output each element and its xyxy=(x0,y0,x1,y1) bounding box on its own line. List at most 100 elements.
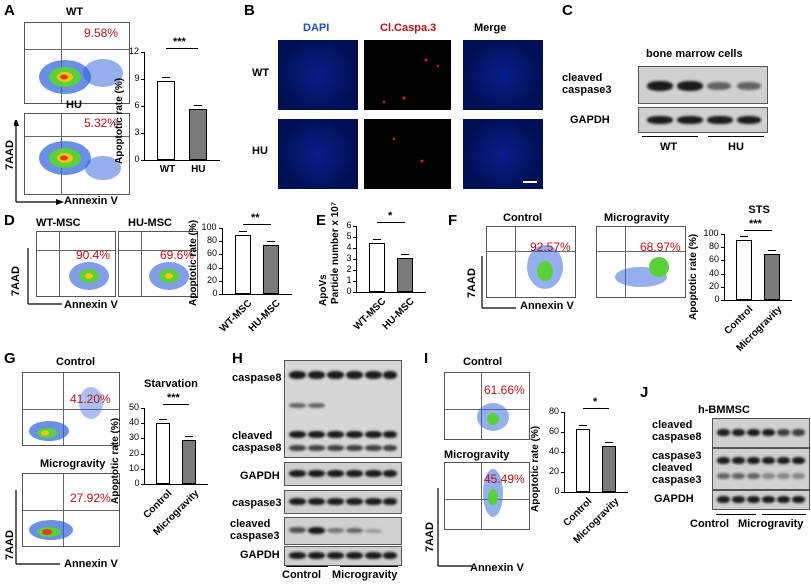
e-ytick-mark xyxy=(353,259,356,260)
panel-i-microgravity-percent: 45.49% xyxy=(484,472,525,486)
d-ytick-label: 20 xyxy=(207,274,218,285)
f-ytick-label: 20 xyxy=(709,280,720,291)
f-ytick-label: 0 xyxy=(714,294,720,304)
d-ytick-label: 0 xyxy=(212,288,218,298)
panel-a-hu-label: HU xyxy=(66,99,82,111)
panel-h-blot-gapdh-2 xyxy=(284,546,402,566)
g-ytick-mark xyxy=(141,484,144,485)
panel-i-title-control: Control xyxy=(463,356,503,368)
e-significance-line xyxy=(376,222,406,223)
d-error-bar-0 xyxy=(238,231,247,236)
a-significance-line xyxy=(166,48,198,49)
i-ytick-label: 0 xyxy=(554,486,560,496)
panel-b-hu-caspase-image xyxy=(364,119,451,189)
f-y-axis-line xyxy=(724,234,725,300)
panel-b-col-dapi: DAPI xyxy=(303,22,330,34)
panel-c-group-wt: WT xyxy=(660,141,678,153)
panel-j-blot-caspase3 xyxy=(712,448,810,490)
f-error-bar-0 xyxy=(740,235,748,241)
e-ytick-mark xyxy=(353,292,356,293)
panel-j-blot-gapdh xyxy=(712,490,810,510)
i-ytick-mark xyxy=(561,452,564,453)
a-ytick-mark xyxy=(141,52,144,53)
i-ytick-label: 60 xyxy=(549,426,560,436)
g-bar-0 xyxy=(156,423,170,484)
a-ytick-label: 12 xyxy=(129,46,140,56)
panel-g-letter: G xyxy=(4,350,16,367)
panel-f-y-axis-label: 7AAD xyxy=(466,268,478,298)
panel-g-microgravity-percent: 27.92% xyxy=(70,491,111,505)
d-ytick-label: 60 xyxy=(207,248,218,259)
panel-a-wt-label: WT xyxy=(66,6,84,18)
panel-b-col-merge: Merge xyxy=(474,22,507,34)
a-significance-label: *** xyxy=(173,36,186,48)
panel-j-letter: J xyxy=(640,384,649,401)
f-chart-title: STS xyxy=(748,204,770,216)
g-y-axis-title: Apoptotic rate (%) xyxy=(110,417,121,504)
panel-i-bar-chart: 0 20 40 60 80 Control Microgravity * Apoptotic r… xyxy=(530,396,628,546)
panel-j-group-microgravity: Microgravity xyxy=(738,518,804,530)
d-ytick-label: 40 xyxy=(207,261,218,272)
panel-j-band-cleaved-caspase3: cleaved caspase3 xyxy=(652,462,702,486)
panel-i-control-percent: 61.66% xyxy=(484,383,525,397)
panel-f-microgravity-flow-plot xyxy=(596,226,686,298)
g-ytick-label: 30 xyxy=(129,432,140,443)
e-bar-0 xyxy=(368,242,385,292)
panel-h-letter: H xyxy=(232,350,243,367)
panel-d-hu-percent: 69.6% xyxy=(160,248,195,262)
i-significance-label: * xyxy=(593,396,598,408)
panel-c-letter: C xyxy=(562,2,573,19)
panel-e-bar-chart: 0 1 2 3 4 5 6 WT-MSC HU-MSC * ApoVs Particle number… xyxy=(318,202,426,332)
f-error-bar-1 xyxy=(768,250,776,255)
a-ytick-label: 9 xyxy=(134,73,140,83)
i-x-axis-line xyxy=(564,492,628,493)
e-bar-1 xyxy=(397,257,414,292)
d-bar-0 xyxy=(234,235,251,294)
panel-h-group-control: Control xyxy=(282,569,322,581)
i-y-axis-line xyxy=(564,412,565,492)
a-x-axis-line xyxy=(144,160,220,161)
g-ytick-mark xyxy=(141,468,144,470)
i-ytick-label: 40 xyxy=(549,446,560,456)
panel-j-band-gapdh: GAPDH xyxy=(654,493,694,505)
g-significance-line xyxy=(163,404,189,405)
e-ytick-label: 6 xyxy=(346,220,352,230)
panel-d-bar-chart: 0 20 40 60 80 100 WT-MSC HU-MSC ** Apoptotic rate… xyxy=(188,212,292,334)
panel-g-title-control: Control xyxy=(56,356,96,368)
e-error-bar-0 xyxy=(372,238,381,244)
g-ytick-label: 40 xyxy=(129,417,140,428)
f-ytick-mark xyxy=(721,247,724,249)
e-y-axis-title: ApoVs xyxy=(318,274,329,306)
a-error-bar-1 xyxy=(193,104,202,110)
panel-a-wt-flow-plot xyxy=(24,22,130,104)
d-error-bar-1 xyxy=(267,241,276,246)
a-error-bar-0 xyxy=(162,76,171,82)
g-error-bar-0 xyxy=(159,419,167,424)
i-y-axis-title: Apoptotic rate (%) xyxy=(530,425,541,512)
a-ytick-mark xyxy=(141,160,144,161)
e-ytick-label: 2 xyxy=(346,264,352,274)
panel-d-wt-percent: 90.4% xyxy=(76,248,111,262)
f-significance-line xyxy=(744,230,772,231)
a-ytick-mark xyxy=(141,133,144,134)
f-ytick-mark xyxy=(721,273,724,275)
a-bar-1 xyxy=(188,108,207,160)
a-ytick-mark xyxy=(141,106,144,107)
panel-h-blot-caspase8 xyxy=(284,360,402,458)
f-x-axis-line xyxy=(724,300,792,301)
f-ytick-mark xyxy=(721,260,724,262)
d-significance-line xyxy=(242,224,272,225)
panel-a-x-axis-label: Annexin V xyxy=(64,195,118,207)
panel-d-y-axis-label: 7AAD xyxy=(10,266,22,296)
panel-d-letter: D xyxy=(4,212,15,229)
e-ytick-label: 0 xyxy=(346,286,352,296)
i-bar-0 xyxy=(576,429,590,492)
f-bar-1 xyxy=(764,254,780,300)
panel-i-x-axis-label: Annexin V xyxy=(470,562,524,574)
g-significance-label: *** xyxy=(167,392,180,404)
a-y-axis-title: Apoptotic rate (%) xyxy=(114,77,125,164)
panel-a-hu-percent: 5.32% xyxy=(84,116,119,130)
d-ytick-label: 80 xyxy=(207,235,218,246)
panel-c-group-hu: HU xyxy=(728,141,744,153)
g-x-axis-line xyxy=(144,484,208,485)
